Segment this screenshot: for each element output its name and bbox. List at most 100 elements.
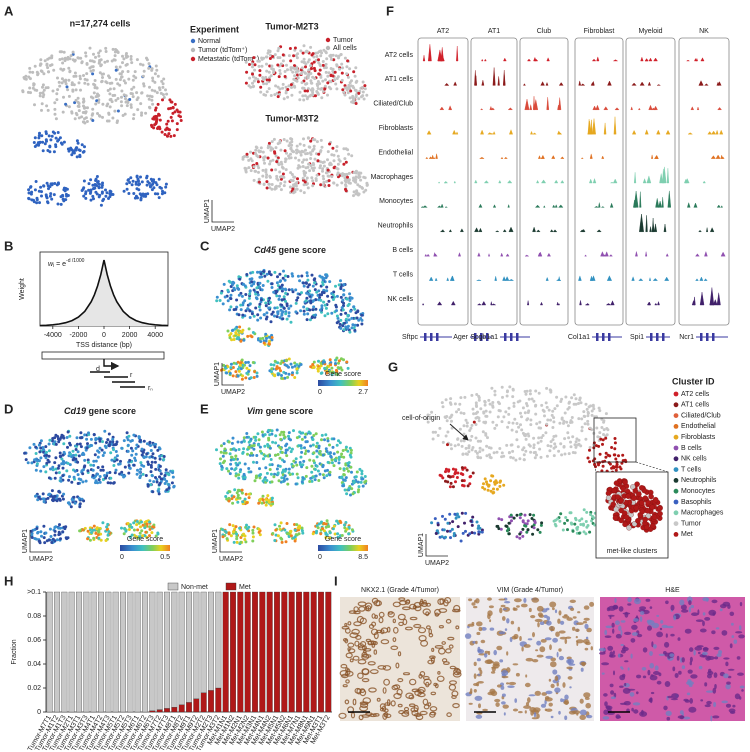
umap-point (116, 97, 120, 100)
umap-point (357, 318, 361, 322)
umap-point (267, 87, 271, 91)
coverage-peaks (424, 251, 461, 257)
umap-point (80, 436, 84, 440)
umap-point (308, 169, 312, 173)
umap-point (250, 62, 254, 66)
umap-point (313, 288, 317, 292)
umap-point (75, 139, 79, 143)
umap-point (345, 492, 349, 496)
cell (560, 620, 565, 625)
colorbar-tick: 8.5 (358, 554, 368, 561)
umap-point (528, 389, 532, 393)
umap-point (318, 68, 322, 72)
umap-point (224, 530, 228, 534)
umap-point (346, 175, 349, 179)
umap-point (73, 71, 77, 75)
umap-point (319, 532, 323, 536)
umap-point (309, 79, 313, 83)
umap-point (566, 431, 570, 435)
umap-point (161, 189, 164, 193)
umap-point (342, 293, 346, 297)
umap-point (66, 430, 70, 434)
umap-point (545, 405, 549, 409)
umap-point (354, 93, 358, 97)
umap-point (274, 453, 277, 457)
umap-point (567, 452, 571, 456)
legend-swatch (673, 413, 679, 418)
coverage-peaks (527, 300, 561, 306)
umap-point (167, 132, 171, 136)
text-part: i (53, 263, 54, 269)
umap-point (342, 301, 346, 305)
umap-point (288, 185, 292, 189)
umap-point (342, 455, 346, 459)
umap-point (85, 437, 89, 441)
umap-point (258, 449, 262, 453)
umap-point (276, 534, 280, 538)
umap-point (130, 525, 134, 529)
umap-point (626, 524, 632, 531)
umap-point (317, 152, 321, 156)
umap-point (338, 67, 341, 71)
umap-point (524, 392, 528, 396)
umap-point (631, 495, 637, 501)
umap-point (89, 95, 93, 99)
umap-point (67, 66, 71, 70)
exon (608, 333, 611, 341)
umap-point (96, 472, 100, 476)
umap-point (80, 143, 84, 147)
umap-point (336, 532, 340, 536)
umap-point (96, 92, 99, 96)
umap-point (501, 395, 504, 399)
umap-point (657, 510, 663, 517)
umap-point (96, 455, 100, 459)
umap-point (342, 473, 346, 476)
umap-point (290, 447, 294, 451)
umap-point (79, 88, 82, 92)
umap-point (339, 366, 343, 370)
umap-point (91, 112, 95, 116)
umap-point (495, 487, 499, 491)
umap-point (86, 460, 90, 464)
umap-point (268, 446, 272, 450)
umap-point (244, 309, 248, 313)
umap-point (43, 59, 47, 63)
umap-point (256, 318, 260, 322)
umap-point (44, 193, 48, 197)
umap-point (54, 456, 58, 460)
umap-point (106, 102, 110, 106)
umap-point (97, 51, 101, 55)
umap-point (272, 475, 276, 479)
umap-point (35, 459, 39, 463)
umap-point (130, 61, 134, 65)
umap-point (229, 297, 233, 301)
umap-point (156, 531, 160, 535)
umap-point (539, 426, 543, 430)
umap-point (253, 436, 257, 439)
exon (516, 333, 519, 341)
umap-point (574, 440, 578, 444)
umap-point (561, 528, 565, 532)
umap-point (166, 119, 170, 123)
umap-point (155, 183, 159, 187)
umap-point (106, 438, 110, 442)
umap-point (98, 71, 102, 75)
umap-point (162, 457, 166, 461)
umap-point (549, 418, 552, 422)
row-label: B cells (392, 247, 413, 254)
umap-point (527, 397, 531, 401)
umap-point (46, 108, 50, 112)
umap-point (94, 190, 98, 194)
umap-point (41, 149, 45, 153)
umap-point (77, 109, 81, 113)
umap-point (639, 508, 646, 515)
umap-point (311, 90, 315, 94)
umap-point (148, 520, 152, 524)
umap-point (40, 108, 43, 112)
umap-point (349, 448, 353, 452)
umap-point (318, 308, 322, 312)
bar (186, 702, 192, 713)
umap-point (258, 302, 262, 306)
umap-point (311, 284, 315, 288)
umap-point (457, 408, 461, 411)
